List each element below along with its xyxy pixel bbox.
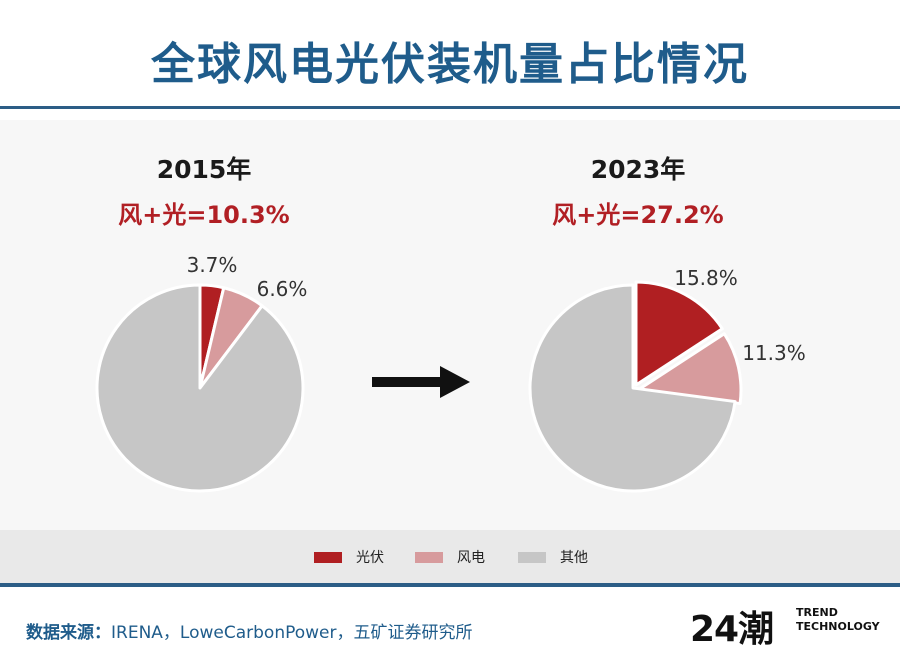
- pie-slice-other: [95, 283, 305, 493]
- data-label-wind: 6.6%: [257, 277, 308, 301]
- legend-swatch: [518, 551, 546, 563]
- pie-2023: 15.8% 11.3%: [528, 266, 806, 493]
- data-label-solar: 15.8%: [674, 266, 738, 290]
- legend-swatch: [314, 551, 342, 563]
- legend-swatch: [415, 551, 443, 563]
- data-label-solar: 3.7%: [187, 253, 238, 277]
- brand-logo: 24潮: [690, 609, 774, 650]
- source-label: 数据来源：: [26, 623, 111, 643]
- chart-2015-year: 2015年: [156, 155, 252, 184]
- legend-label: 风电: [457, 550, 485, 566]
- brand-tagline: TREND TECHNOLOGY: [796, 606, 880, 634]
- legend-item-other: 其他: [518, 549, 588, 566]
- source-text: IRENA，LoweCarbonPower，五矿证券研究所: [111, 623, 473, 643]
- pie-slice-wind: [636, 332, 743, 406]
- source-note: 数据来源：IRENA，LoweCarbonPower，五矿证券研究所: [26, 618, 473, 643]
- legend-label: 光伏: [356, 550, 384, 566]
- footer-divider: [0, 583, 900, 587]
- legend-label: 其他: [560, 550, 588, 566]
- page-title: 全球风电光伏装机量占比情况: [151, 39, 749, 90]
- pie-charts: 3.7% 6.6% 15.8% 11.3%: [95, 253, 806, 493]
- legend-item-solar: 光伏: [314, 549, 384, 566]
- legend-item-wind: 风电: [415, 549, 485, 566]
- data-label-wind: 11.3%: [742, 341, 806, 365]
- pie-slice-solar: [634, 280, 724, 387]
- title-divider: [0, 106, 900, 109]
- pie-2015: 3.7% 6.6%: [95, 253, 308, 493]
- arrow-icon: [372, 366, 470, 398]
- brand-tagline-line1: TREND: [796, 606, 838, 619]
- chart-2023-year: 2023年: [590, 155, 686, 184]
- chart-2015-share: 风+光=10.3%: [118, 201, 290, 229]
- chart-2023-share: 风+光=27.2%: [552, 201, 724, 229]
- legend: [0, 530, 900, 583]
- pie-slice-other: [528, 283, 737, 493]
- brand-tagline-line2: TECHNOLOGY: [796, 620, 880, 633]
